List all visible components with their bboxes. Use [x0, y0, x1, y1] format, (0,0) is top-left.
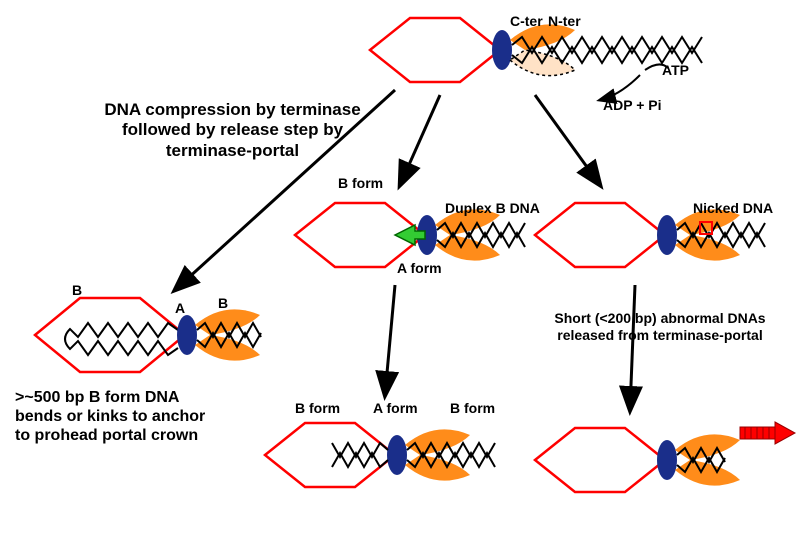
b-left-label: B	[72, 282, 82, 299]
capsid-hexagon	[535, 203, 665, 267]
dna-inside	[65, 323, 178, 355]
nicked-label: Nicked DNA	[693, 200, 773, 217]
arrow-midright-down	[630, 285, 635, 410]
top-unit	[370, 18, 702, 100]
capsid-hexagon	[370, 18, 500, 82]
atp-label: ATP	[662, 62, 689, 79]
portal	[492, 30, 512, 70]
bottom-right-unit	[535, 422, 795, 492]
capsid-hexagon	[35, 298, 185, 372]
portal	[177, 315, 197, 355]
cter-label: C-ter	[510, 13, 543, 30]
b-right-label: B	[218, 295, 228, 312]
arrow-top-mid	[400, 95, 440, 185]
compression-title: DNA compression by terminase followed by…	[95, 100, 370, 161]
portal	[657, 215, 677, 255]
arrow-top-right	[535, 95, 600, 185]
bform2-label: B form	[295, 400, 340, 417]
portal	[657, 440, 677, 480]
bform3-label: B form	[450, 400, 495, 417]
aform2-label: A form	[373, 400, 418, 417]
released-dna-arrow	[740, 422, 795, 444]
capsid-hexagon	[265, 423, 395, 487]
a-portal-label: A	[175, 300, 185, 317]
adp-label: ADP + Pi	[603, 97, 662, 114]
anchor-label: >~500 bp B form DNA bends or kinks to an…	[15, 388, 215, 446]
short-release-label: Short (<200 bp) abnormal DNAs released f…	[540, 310, 780, 344]
bottom-mid-unit	[265, 423, 495, 487]
duplex-label: Duplex B DNA	[445, 200, 540, 217]
aform-label: A form	[397, 260, 442, 277]
bform-label: B form	[338, 175, 383, 192]
nter-label: N-ter	[548, 13, 581, 30]
portal	[387, 435, 407, 475]
capsid-hexagon	[535, 428, 665, 492]
dna-inside-2	[332, 453, 388, 467]
arrow-midleft-down	[385, 285, 395, 395]
